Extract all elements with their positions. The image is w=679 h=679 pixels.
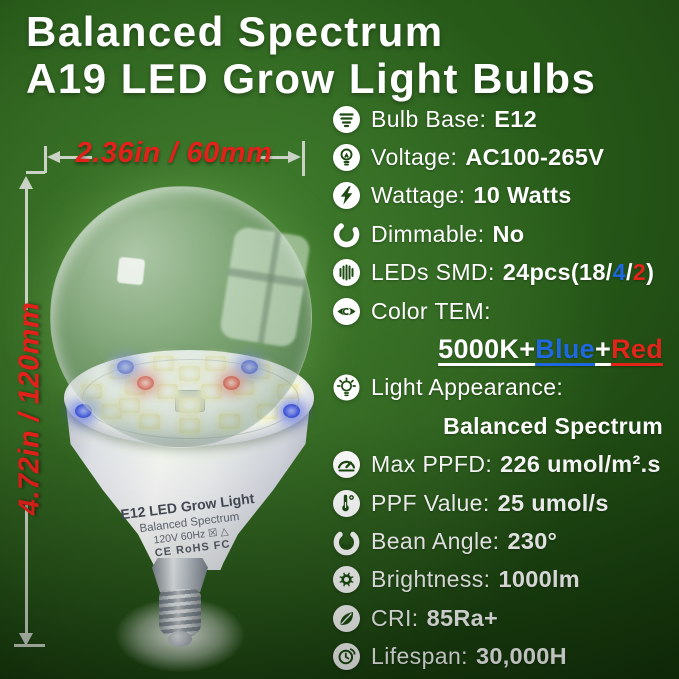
spec-label: Bean Angle: [371,527,500,554]
width-arrow-right-icon [288,151,301,163]
beam-angle-icon [332,527,361,556]
globe-reflection-small [116,256,146,286]
spec-value: 24pcs(18/4/2) [502,259,655,286]
spec-label: Brightness: [371,566,491,593]
width-corner-segment [26,171,45,174]
width-arrow-left-icon [47,151,60,163]
spec-label: Voltage: [371,144,458,171]
title-line-2: A19 LED Grow Light Bulbs [26,55,597,103]
leaf-icon [332,604,361,633]
spec-label: CRI: [371,604,419,631]
spec-value: 25 umol/s [497,489,609,516]
spec-value: No [492,220,525,247]
specs-list: Bulb Base: E12 Voltage: AC100-265V Wattage: 1… [332,100,679,676]
bulb-neck-collar [152,558,208,592]
spec-row: Light Appearance: [332,369,679,407]
spec-row: Bean Angle: 230° [332,522,679,560]
height-line-top [25,188,28,310]
width-line-left [59,156,92,159]
spec-label: PPF Value: [371,489,490,516]
spec-label: Wattage: [371,182,466,209]
bulb-base-icon [332,105,361,134]
spec-row: Color TEM: [332,292,679,330]
spec-subvalue: 5000K+ Blue + Red [438,334,663,365]
spec-row: PPF Value: 25 umol/s [332,484,679,522]
e12-screw-base [159,589,201,636]
led-chip-icon [332,258,361,287]
spec-value: 30,000H [475,643,567,670]
gauge-icon [332,450,361,479]
thermometer-icon [332,489,361,518]
spec-label: Bulb Base: [371,105,487,132]
eye-icon [332,297,361,326]
spec-value: 10 Watts [473,182,572,209]
spec-subvalue: Balanced Spectrum [443,412,663,439]
lightning-icon [332,181,361,210]
spec-label: Dimmable: [371,220,485,247]
spec-row: LEDs SMD: 24pcs(18/4/2) [332,254,679,292]
height-arrow-up-icon [19,176,33,189]
spec-label: Color TEM: [371,297,491,324]
height-line-bottom [25,505,28,635]
spec-row: Bulb Base: E12 [332,100,679,138]
sun-icon [332,565,361,594]
width-dimension-label: 2.36in / 60mm [75,137,273,169]
blue-led-chip [283,404,300,418]
spec-value: 1000lm [498,566,580,593]
spec-row: Lifespan: 30,000H [332,637,679,675]
spec-value: 230° [507,527,558,554]
spec-row: Dimmable: No [332,215,679,253]
spec-label: Lifespan: [371,643,468,670]
spec-label: Max PPFD: [371,451,493,478]
height-dimension-label: 4.72in / 120mm [13,301,46,516]
spec-label: LEDs SMD: [371,259,495,286]
height-bottom-tick [14,644,45,647]
title-line-1: Balanced Spectrum [26,8,444,55]
width-line-right [258,156,290,159]
spec-value: AC100-265V [465,144,605,171]
glowing-bulb-icon [332,373,361,402]
light-bulb-icon [332,143,361,172]
spec-row: CRI: 85Ra+ [332,599,679,637]
spec-row: Voltage: AC100-265V [332,138,679,176]
spec-row: Brightness: 1000lm [332,561,679,599]
height-arrow-down-icon [19,633,33,646]
clock-icon [332,642,361,671]
screw-tip [168,631,192,647]
spec-value: E12 [494,105,537,132]
spec-label: Light Appearance: [371,374,564,401]
page-title: Balanced Spectrum A19 LED Grow Light Bul… [26,8,596,102]
dimmer-icon [332,220,361,249]
width-left-tick [44,146,47,173]
spec-value: 85Ra+ [426,604,499,631]
width-right-tick [302,141,305,176]
spec-value: 226 umol/m².s [500,451,661,478]
spec-row: Wattage: 10 Watts [332,177,679,215]
spec-row: Max PPFD: 226 umol/m².s [332,446,679,484]
